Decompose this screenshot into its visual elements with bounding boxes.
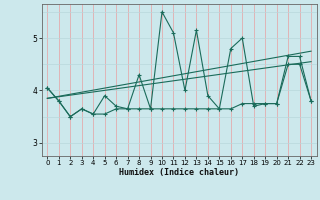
- X-axis label: Humidex (Indice chaleur): Humidex (Indice chaleur): [119, 168, 239, 177]
